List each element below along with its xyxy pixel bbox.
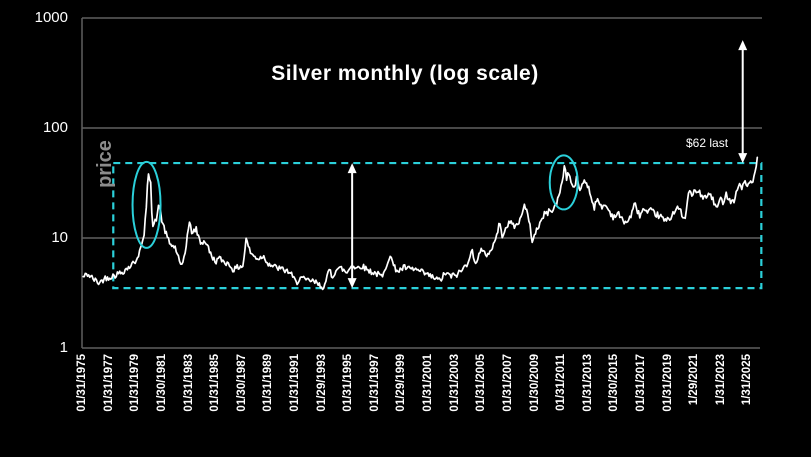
- x-tick-label: 01/31/1997: [368, 354, 381, 412]
- price-range-dashed-box: [112, 161, 763, 290]
- y-tick-label: 1: [59, 339, 68, 356]
- silver-price-line: [82, 156, 759, 291]
- x-tick-label: 01/31/1983: [182, 354, 195, 412]
- x-tick-label: 01/31/2013: [581, 354, 594, 412]
- x-tick-label: 01/31/1977: [102, 354, 115, 412]
- x-tick-label: 01/31/2017: [634, 354, 647, 412]
- x-tick-label: 01/31/1991: [288, 354, 301, 412]
- x-tick-label: 01/31/2011: [555, 354, 568, 411]
- x-tick-label: 01/30/1987: [235, 354, 248, 412]
- peak-highlight-ellipse: [548, 154, 579, 211]
- y-tick-label: 100: [42, 119, 68, 136]
- x-tick-label: 1/29/2021: [688, 354, 701, 406]
- x-tick-label: 01/31/1985: [209, 354, 222, 412]
- x-tick-label: 01/31/2001: [422, 354, 435, 412]
- x-tick-label: 01/31/2007: [501, 354, 514, 412]
- x-tick-label: 01/31/1975: [76, 354, 89, 412]
- x-tick-label: 01/31/1979: [129, 354, 142, 412]
- x-tick-label: 01/29/1993: [315, 354, 328, 412]
- arrowhead-up-icon: [347, 163, 357, 174]
- arrowhead-down-icon: [347, 278, 357, 289]
- x-tick-label: 01/30/1981: [155, 354, 168, 412]
- y-tick-label: 10: [51, 229, 68, 246]
- arrowhead-down-icon: [738, 153, 748, 164]
- x-tick-label: 01/31/2003: [448, 354, 461, 412]
- last-price-annotation: $62 last: [686, 136, 729, 150]
- y-tick-label: 1000: [34, 9, 68, 26]
- x-tick-label: 01/31/2019: [661, 354, 674, 412]
- y-axis-title: price: [94, 140, 116, 188]
- x-tick-label: 01/31/1995: [342, 354, 355, 412]
- x-tick-label: 01/31/1989: [262, 354, 275, 412]
- peak-highlight-ellipse: [131, 160, 162, 249]
- x-tick-label: 01/30/2015: [608, 354, 621, 412]
- arrowhead-up-icon: [738, 40, 748, 51]
- x-tick-label: 1/31/2025: [741, 354, 754, 406]
- x-tick-label: 1/31/2023: [714, 354, 727, 406]
- x-tick-label: 01/31/2005: [475, 354, 488, 412]
- chart-title: Silver monthly (log scale): [271, 62, 539, 85]
- x-tick-label: 01/29/1999: [395, 354, 408, 412]
- x-tick-label: 01/30/2009: [528, 354, 541, 412]
